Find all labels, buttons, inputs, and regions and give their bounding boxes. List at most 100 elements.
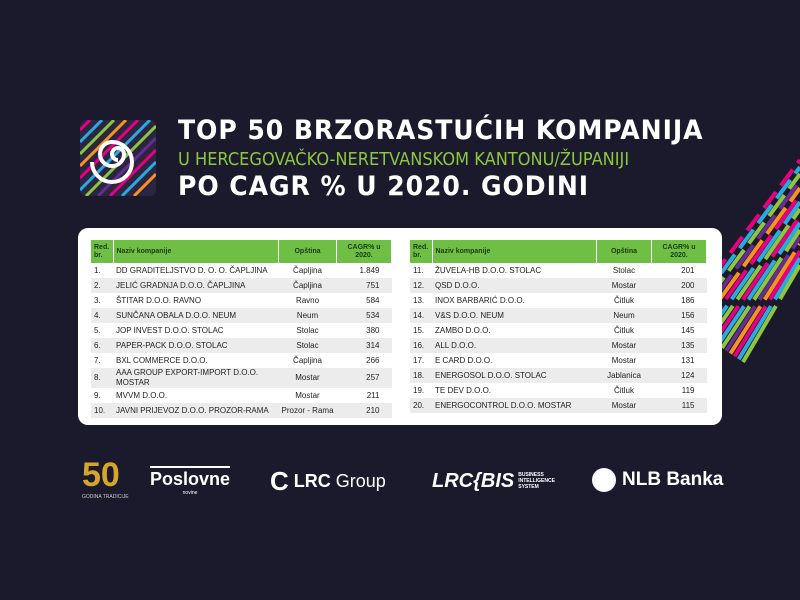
company-name: INOX BARBARIĆ D.O.O.: [435, 295, 525, 305]
cagr-value: 186: [681, 295, 695, 305]
table-row: 1. DD GRADITELJSTVO D. O. O. ČAPLJINA Čapl…: [91, 263, 392, 278]
cagr-value: 145: [681, 325, 695, 335]
municipality: Mostar: [596, 338, 652, 353]
municipality: Neum: [596, 308, 652, 323]
stripe: [716, 221, 800, 347]
cagr-value: 1.849: [359, 265, 380, 275]
header-name: Naziv kompanije: [113, 240, 279, 263]
company-name: DD GRADITELJSTVO D. O. O. ČAPLJINA: [116, 265, 268, 275]
municipality: Mostar: [611, 355, 637, 365]
municipality: Mostar: [596, 278, 652, 293]
stripe: [711, 214, 800, 344]
header-cagr: CAGR% u 2020.: [651, 240, 707, 263]
spiral-logo-icon: [80, 120, 156, 196]
cagr-value: 266: [366, 355, 380, 365]
table-row: 4. SUNČANA OBALA D.O.O. NEUM Neum 534: [91, 308, 392, 323]
rank: 17.: [413, 355, 425, 365]
company-name: ZAMBO D.O.O.: [435, 325, 491, 335]
header-rank: Red. br.: [410, 240, 433, 263]
stripe: [732, 249, 800, 358]
table-row: 15. ZAMBO D.O.O. Čitluk 145: [410, 323, 707, 338]
company-name: BXL COMMERCE D.O.O.: [116, 355, 208, 365]
rank: 8.: [91, 368, 113, 388]
municipality: Neum: [278, 308, 337, 323]
title-line-2: U HERCEGOVAČKO-NERETVANSKOM KANTONU/ŽUPA…: [178, 149, 630, 170]
cagr-value: 534: [336, 308, 392, 323]
rankings-card: Red. br. Naziv kompanije Opština CAGR% u…: [78, 228, 722, 425]
fifty-years-logo: 50 GODINA TRADICIJE: [82, 456, 129, 500]
stripe: [724, 235, 800, 352]
company-name: MVVM D.O.O.: [116, 390, 168, 400]
rank: 14.: [410, 308, 432, 323]
company-name: ENERGOCONTROL D.O.O. MOSTAR: [432, 398, 597, 413]
table-row: 18. ENERGOSOL D.O.O. STOLAC Jablanica 124: [410, 368, 707, 383]
table-row: 19. TE DEV D.O.O. Čitluk 119: [410, 383, 707, 398]
table-row: 11. ŽUVELA-HB D.O.O. STOLAC Stolac 201: [410, 263, 707, 278]
cagr-value: 380: [366, 325, 380, 335]
rank: 16.: [410, 338, 432, 353]
municipality: Čapljina: [293, 265, 322, 275]
municipality: Mostar: [278, 368, 337, 388]
cagr-value: 119: [681, 385, 695, 395]
table-row: 5. JOP INVEST D.O.O. STOLAC Stolac 380: [91, 323, 392, 338]
rank: 18.: [410, 368, 432, 383]
rank: 4.: [91, 308, 113, 323]
title-line-3: PO CAGR % U 2020. GODINI: [178, 171, 590, 202]
company-name: TE DEV D.O.O.: [435, 385, 492, 395]
table-row: 8. AAA GROUP EXPORT-IMPORT D.O.O. MOSTAR M…: [91, 368, 392, 388]
rank: 15.: [413, 325, 425, 335]
rank: 20.: [410, 398, 432, 413]
table-row: 12. QSD D.O.O. Mostar 200: [410, 278, 707, 293]
company-name: JOP INVEST D.O.O. STOLAC: [116, 325, 224, 335]
company-name: V&S D.O.O. NEUM: [432, 308, 597, 323]
rank: 6.: [91, 338, 113, 353]
poslovne-logo: Poslovne novine: [150, 466, 231, 497]
table-row: 10. JAVNI PRIJEVOZ D.O.O. PROZOR-RAMA Proz…: [91, 403, 392, 418]
municipality: Jablanica: [596, 368, 652, 383]
rankings-table-left: Red. br. Naziv kompanije Opština CAGR% u…: [91, 240, 392, 418]
header-municipality: Opština: [596, 240, 652, 263]
municipality: Prozor - Rama: [278, 403, 337, 418]
rank: 5.: [94, 325, 101, 335]
stripe: [737, 256, 800, 361]
rank: 7.: [94, 355, 101, 365]
company-name: PAPER-PACK D.O.O. STOLAC: [113, 338, 279, 353]
title-line-1: TOP 50 BRZORASTUĆIH KOMPANIJA: [178, 115, 704, 146]
stripe: [741, 263, 800, 364]
cagr-value: 314: [336, 338, 392, 353]
rank: 1.: [94, 265, 101, 275]
cagr-value: 201: [681, 265, 695, 275]
table-row: 6. PAPER-PACK D.O.O. STOLAC Stolac 314: [91, 338, 392, 353]
municipality: Ravno: [295, 295, 320, 305]
cagr-value: 135: [651, 338, 707, 353]
rank: 2.: [91, 278, 113, 293]
stripe: [728, 242, 800, 355]
municipality: Čapljina: [293, 355, 322, 365]
municipality: Stolac: [278, 338, 337, 353]
municipality: Stolac: [612, 265, 636, 275]
rank: 10.: [91, 403, 113, 418]
rank: 13.: [413, 295, 425, 305]
municipality: Mostar: [295, 390, 320, 400]
rank: 12.: [410, 278, 432, 293]
rankings-table-right: Red. br. Naziv kompanije Opština CAGR% u…: [410, 240, 707, 413]
cagr-value: 115: [651, 398, 707, 413]
municipality: Stolac: [296, 325, 319, 335]
table-row: 2. JELIĆ GRADNJA D.O.O. ČAPLJINA Čapljina 7…: [91, 278, 392, 293]
lrc-group-logo: C LRC Group: [270, 466, 386, 496]
cagr-value: 751: [336, 278, 392, 293]
rank: 3.: [94, 295, 101, 305]
rank: 9.: [94, 390, 101, 400]
company-name: SUNČANA OBALA D.O.O. NEUM: [113, 308, 279, 323]
stripe: [686, 172, 800, 327]
table-row: 17. E CARD D.O.O. Mostar 131: [410, 353, 707, 368]
company-name: JAVNI PRIJEVOZ D.O.O. PROZOR-RAMA: [113, 403, 279, 418]
header-cagr: CAGR% u 2020.: [336, 240, 392, 263]
header-name: Naziv kompanije: [432, 240, 597, 263]
municipality: Čapljina: [278, 278, 337, 293]
lrc-icon: C: [270, 466, 289, 496]
nlb-banka-logo: NLB Banka: [592, 468, 723, 492]
cagr-value: 211: [366, 390, 380, 400]
table-row: 13. INOX BARBARIĆ D.O.O. Čitluk 186: [410, 293, 707, 308]
municipality: Mostar: [596, 398, 652, 413]
